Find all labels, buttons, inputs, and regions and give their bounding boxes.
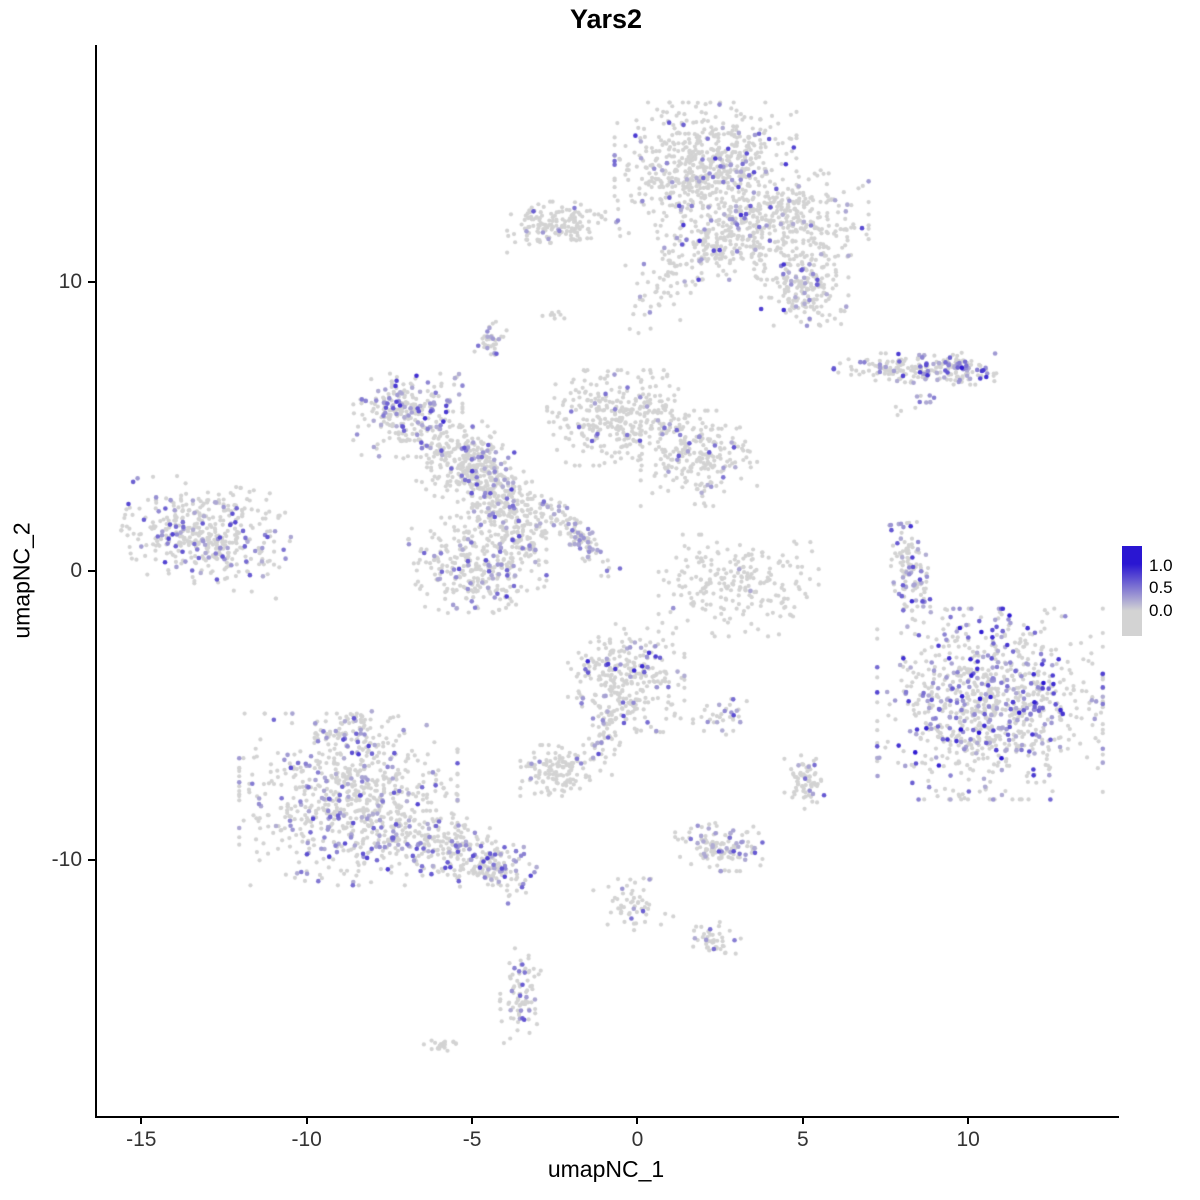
x-tick-label: 5 bbox=[796, 1128, 809, 1151]
plot-area bbox=[95, 45, 1119, 1118]
x-tick-mark bbox=[636, 1117, 639, 1124]
x-tick-label: -10 bbox=[291, 1128, 322, 1151]
scatter-canvas bbox=[97, 45, 1119, 1116]
x-tick-label: -5 bbox=[462, 1128, 482, 1151]
y-axis-ticks: -10 0 10 bbox=[38, 45, 95, 1116]
y-tick-label: 0 bbox=[70, 559, 82, 583]
color-legend: 1.0 0.5 0.0 bbox=[1122, 546, 1200, 638]
y-tick-mark bbox=[88, 859, 95, 862]
x-tick-label: -15 bbox=[126, 1128, 157, 1151]
y-axis-title: umapNC_2 bbox=[8, 522, 35, 639]
y-axis-title-wrap: umapNC_2 bbox=[0, 45, 46, 1116]
legend-label-mid: 0.5 bbox=[1149, 578, 1173, 597]
legend-label-high: 1.0 bbox=[1149, 556, 1173, 575]
x-tick-label: 10 bbox=[956, 1128, 980, 1151]
x-tick-label: 0 bbox=[631, 1128, 644, 1151]
x-tick-mark bbox=[471, 1117, 474, 1124]
legend-label-low: 0.0 bbox=[1149, 601, 1173, 620]
x-tick-mark bbox=[967, 1117, 970, 1124]
legend-gradient-bar bbox=[1122, 546, 1142, 636]
y-tick-mark bbox=[88, 570, 95, 573]
x-axis-ticks: -15 -10 -5 0 5 10 bbox=[95, 1117, 1117, 1161]
x-tick-mark bbox=[801, 1117, 804, 1124]
y-tick-mark bbox=[88, 281, 95, 284]
y-tick-label: -10 bbox=[51, 848, 82, 872]
x-axis-title: umapNC_1 bbox=[547, 1156, 665, 1182]
plot-title: Yars2 bbox=[569, 4, 643, 34]
x-tick-mark bbox=[305, 1117, 308, 1124]
y-tick-label: 10 bbox=[58, 270, 82, 294]
x-tick-mark bbox=[140, 1117, 143, 1124]
